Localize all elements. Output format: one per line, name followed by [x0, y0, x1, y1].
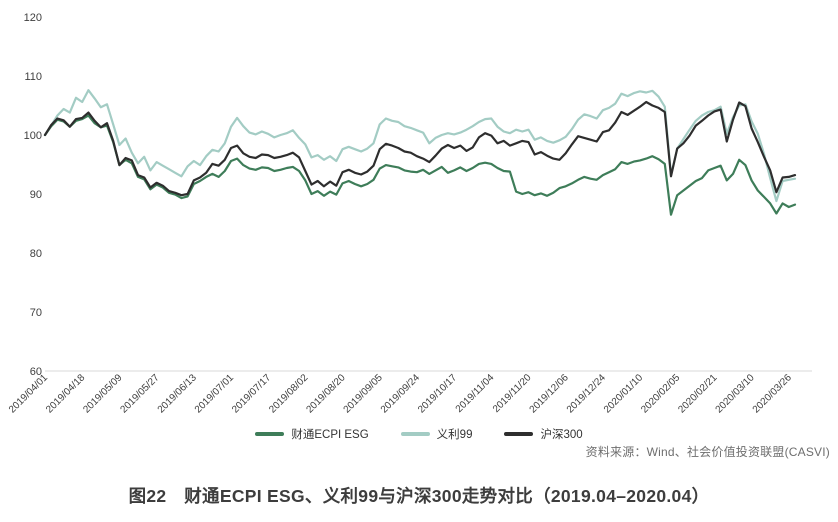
- legend-label-yili99: 义利99: [436, 429, 473, 441]
- legend-swatch-hs300: [504, 432, 534, 436]
- legend-swatch-yili99: [400, 432, 430, 436]
- svg-text:110: 110: [24, 71, 42, 83]
- line-chart: 607080901001101202019/04/012019/04/18201…: [7, 12, 812, 416]
- legend-item-caitong-ecpi-esg: 财通ECPI ESG: [255, 426, 369, 442]
- svg-text:2019/09/05: 2019/09/05: [342, 372, 385, 415]
- data-source-note: 资料来源：Wind、社会价值投资联盟(CASVI): [585, 445, 830, 459]
- svg-text:2019/07/17: 2019/07/17: [230, 372, 273, 415]
- caitong-ecpi-esg-line: [43, 114, 797, 216]
- svg-text:2019/09/24: 2019/09/24: [379, 372, 422, 415]
- svg-text:2020/01/10: 2020/01/10: [602, 372, 645, 415]
- svg-text:2020/02/05: 2020/02/05: [639, 372, 682, 415]
- legend-label-hs300: 沪深300: [540, 429, 583, 441]
- svg-text:2019/05/09: 2019/05/09: [81, 372, 124, 415]
- svg-text:2019/07/01: 2019/07/01: [193, 372, 236, 415]
- y-axis-labels: 60 70 80 90 100 110 120: [24, 12, 42, 378]
- svg-text:2019/12/24: 2019/12/24: [565, 372, 608, 415]
- svg-text:2020/03/10: 2020/03/10: [714, 372, 757, 415]
- svg-text:100: 100: [24, 130, 42, 142]
- svg-text:2019/06/13: 2019/06/13: [156, 372, 199, 415]
- svg-text:60: 60: [30, 366, 42, 378]
- svg-text:2020/02/21: 2020/02/21: [676, 372, 719, 415]
- svg-text:120: 120: [24, 12, 42, 24]
- legend-item-yili99: 义利99: [400, 426, 473, 442]
- svg-text:2019/05/27: 2019/05/27: [119, 372, 162, 415]
- svg-text:90: 90: [30, 189, 42, 201]
- x-axis-labels: 2019/04/012019/04/182019/05/092019/05/27…: [7, 372, 794, 415]
- svg-text:2019/11/04: 2019/11/04: [454, 372, 497, 415]
- legend-item-hs300: 沪深300: [504, 426, 583, 442]
- legend-label-caitong-ecpi-esg: 财通ECPI ESG: [291, 429, 369, 441]
- figure-caption: 图22 财通ECPI ESG、义利99与沪深300走势对比（2019.04–20…: [128, 486, 710, 506]
- hs300-line: [43, 100, 797, 197]
- svg-text:2019/04/18: 2019/04/18: [44, 372, 87, 415]
- chart-legend: 财通ECPI ESG 义利99 沪深300: [0, 426, 838, 442]
- legend-swatch-caitong-ecpi-esg: [255, 432, 285, 436]
- svg-text:80: 80: [30, 248, 42, 260]
- svg-text:2019/10/17: 2019/10/17: [416, 372, 459, 415]
- svg-text:2019/08/20: 2019/08/20: [304, 372, 347, 415]
- svg-text:70: 70: [30, 307, 42, 319]
- svg-text:2020/03/26: 2020/03/26: [751, 372, 794, 415]
- svg-text:2019/12/06: 2019/12/06: [528, 372, 571, 415]
- svg-text:2019/08/02: 2019/08/02: [267, 372, 310, 415]
- svg-text:2019/04/01: 2019/04/01: [7, 372, 50, 415]
